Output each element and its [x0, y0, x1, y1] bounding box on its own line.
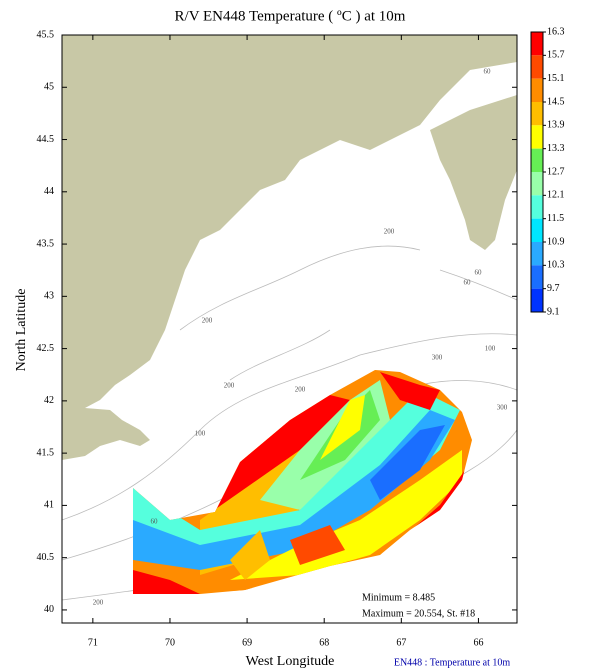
contour-label: 60	[151, 518, 159, 526]
colorbar-label: 15.7	[547, 50, 565, 61]
plot-frame	[61, 34, 518, 624]
colorbar-label: 12.7	[547, 166, 565, 177]
maximum-note: Maximum = 20.554, St. #18	[362, 608, 475, 619]
colorbar-bin	[531, 102, 543, 126]
colorbar-bin	[531, 218, 543, 242]
y-tick-label: 41	[44, 500, 54, 511]
colorbar-label: 12.1	[547, 190, 565, 201]
contour-label: 200	[224, 382, 235, 390]
colorbar-label: 13.3	[547, 143, 565, 154]
contour-label: 200	[295, 386, 306, 394]
contour-label: 300	[432, 354, 443, 362]
colorbar-label: 15.1	[547, 73, 565, 84]
contour-label: 60	[475, 269, 483, 277]
colorbar-bin	[531, 78, 543, 102]
x-tick-label: 68	[319, 637, 329, 648]
y-tick-label: 40	[44, 604, 54, 615]
y-tick-label: 45	[44, 82, 54, 93]
colorbar-bin	[531, 242, 543, 266]
land	[62, 35, 517, 460]
colorbar-bin	[531, 32, 543, 56]
contour-label: 200	[93, 599, 104, 607]
y-tick-label: 43.5	[37, 238, 55, 249]
contour-label: 60	[464, 279, 472, 287]
land	[430, 95, 517, 250]
colorbar-label: 10.3	[547, 260, 565, 271]
colorbar-bin	[531, 148, 543, 172]
contour-label: 100	[485, 345, 496, 353]
colorbar-label: 10.9	[547, 236, 565, 247]
x-axis-label: West Longitude	[246, 654, 335, 669]
chart-title: R/V EN448 Temperature ( ºC ) at 10m	[175, 8, 406, 24]
colorbar-bin	[531, 195, 543, 219]
y-tick-label: 44	[44, 186, 54, 197]
y-tick-label: 45.5	[37, 29, 55, 40]
x-tick-label: 67	[396, 637, 406, 648]
colorbar-bin	[531, 265, 543, 289]
minimum-note: Minimum = 8.485	[362, 592, 435, 603]
x-tick-label: 71	[88, 637, 98, 648]
contour-label: 200	[202, 317, 213, 325]
x-tick-label: 70	[165, 637, 175, 648]
y-tick-label: 43	[44, 291, 54, 302]
y-tick-label: 42.5	[37, 343, 55, 354]
colorbar-label: 11.5	[547, 213, 564, 224]
colorbar-bin	[531, 288, 543, 312]
colorbar-label: 13.9	[547, 120, 565, 131]
colorbar-bin	[531, 55, 543, 79]
y-tick-label: 41.5	[37, 447, 55, 458]
y-tick-label: 40.5	[37, 552, 55, 563]
x-tick-label: 66	[473, 637, 483, 648]
colorbar-label: 9.7	[547, 283, 560, 294]
colorbar-label: 16.3	[547, 26, 565, 37]
colorbar-bin	[531, 125, 543, 149]
footer-note: EN448 : Temperature at 10m	[394, 657, 511, 668]
colorbar-bin	[531, 172, 543, 196]
contour-label: 300	[497, 404, 508, 412]
y-tick-label: 42	[44, 395, 54, 406]
y-axis-label: North Latitude	[14, 289, 29, 372]
contour-label: 60	[484, 68, 492, 76]
colorbar-label: 9.1	[547, 306, 560, 317]
contour-label: 100	[195, 430, 206, 438]
contour-label: 200	[384, 228, 395, 236]
x-tick-label: 69	[242, 637, 252, 648]
colorbar-label: 14.5	[547, 96, 565, 107]
y-tick-label: 44.5	[37, 134, 55, 145]
